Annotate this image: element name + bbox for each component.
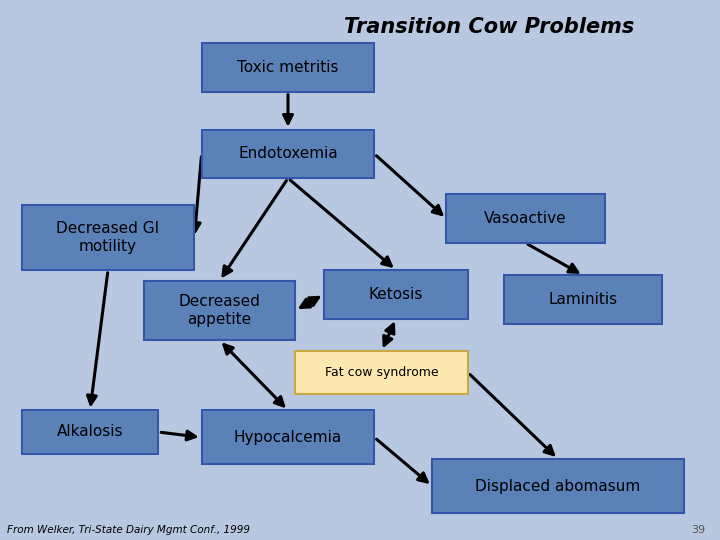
- FancyBboxPatch shape: [446, 194, 605, 243]
- FancyArrowPatch shape: [223, 180, 287, 275]
- Text: Decreased
appetite: Decreased appetite: [179, 294, 261, 327]
- FancyBboxPatch shape: [22, 205, 194, 270]
- FancyBboxPatch shape: [295, 351, 468, 394]
- FancyArrowPatch shape: [224, 345, 284, 406]
- FancyBboxPatch shape: [144, 281, 295, 340]
- Text: From Welker, Tri-State Dairy Mgmt Conf., 1999: From Welker, Tri-State Dairy Mgmt Conf.,…: [7, 524, 251, 535]
- FancyBboxPatch shape: [202, 410, 374, 464]
- FancyArrowPatch shape: [290, 180, 391, 266]
- FancyBboxPatch shape: [202, 130, 374, 178]
- FancyBboxPatch shape: [432, 459, 684, 513]
- FancyArrowPatch shape: [470, 375, 554, 455]
- FancyArrowPatch shape: [377, 439, 427, 482]
- FancyBboxPatch shape: [22, 410, 158, 454]
- FancyArrowPatch shape: [300, 298, 319, 307]
- Text: Displaced abomasum: Displaced abomasum: [475, 478, 641, 494]
- Text: Ketosis: Ketosis: [369, 287, 423, 302]
- FancyArrowPatch shape: [192, 157, 202, 232]
- FancyArrowPatch shape: [88, 273, 108, 404]
- FancyArrowPatch shape: [377, 156, 442, 214]
- FancyBboxPatch shape: [324, 270, 468, 319]
- FancyArrowPatch shape: [528, 245, 578, 272]
- Text: Laminitis: Laminitis: [549, 292, 618, 307]
- Text: Hypocalcemia: Hypocalcemia: [234, 430, 342, 445]
- FancyArrowPatch shape: [384, 324, 394, 346]
- Text: 39: 39: [691, 524, 706, 535]
- FancyArrowPatch shape: [284, 94, 292, 124]
- Text: Transition Cow Problems: Transition Cow Problems: [344, 17, 635, 37]
- FancyBboxPatch shape: [504, 275, 662, 324]
- Text: Toxic metritis: Toxic metritis: [238, 60, 338, 75]
- Text: Endotoxemia: Endotoxemia: [238, 146, 338, 161]
- Text: Fat cow syndrome: Fat cow syndrome: [325, 366, 438, 379]
- Text: Vasoactive: Vasoactive: [485, 211, 567, 226]
- FancyBboxPatch shape: [202, 43, 374, 92]
- Text: Alkalosis: Alkalosis: [57, 424, 123, 440]
- Text: Decreased GI
motility: Decreased GI motility: [56, 221, 160, 254]
- FancyArrowPatch shape: [161, 431, 195, 440]
